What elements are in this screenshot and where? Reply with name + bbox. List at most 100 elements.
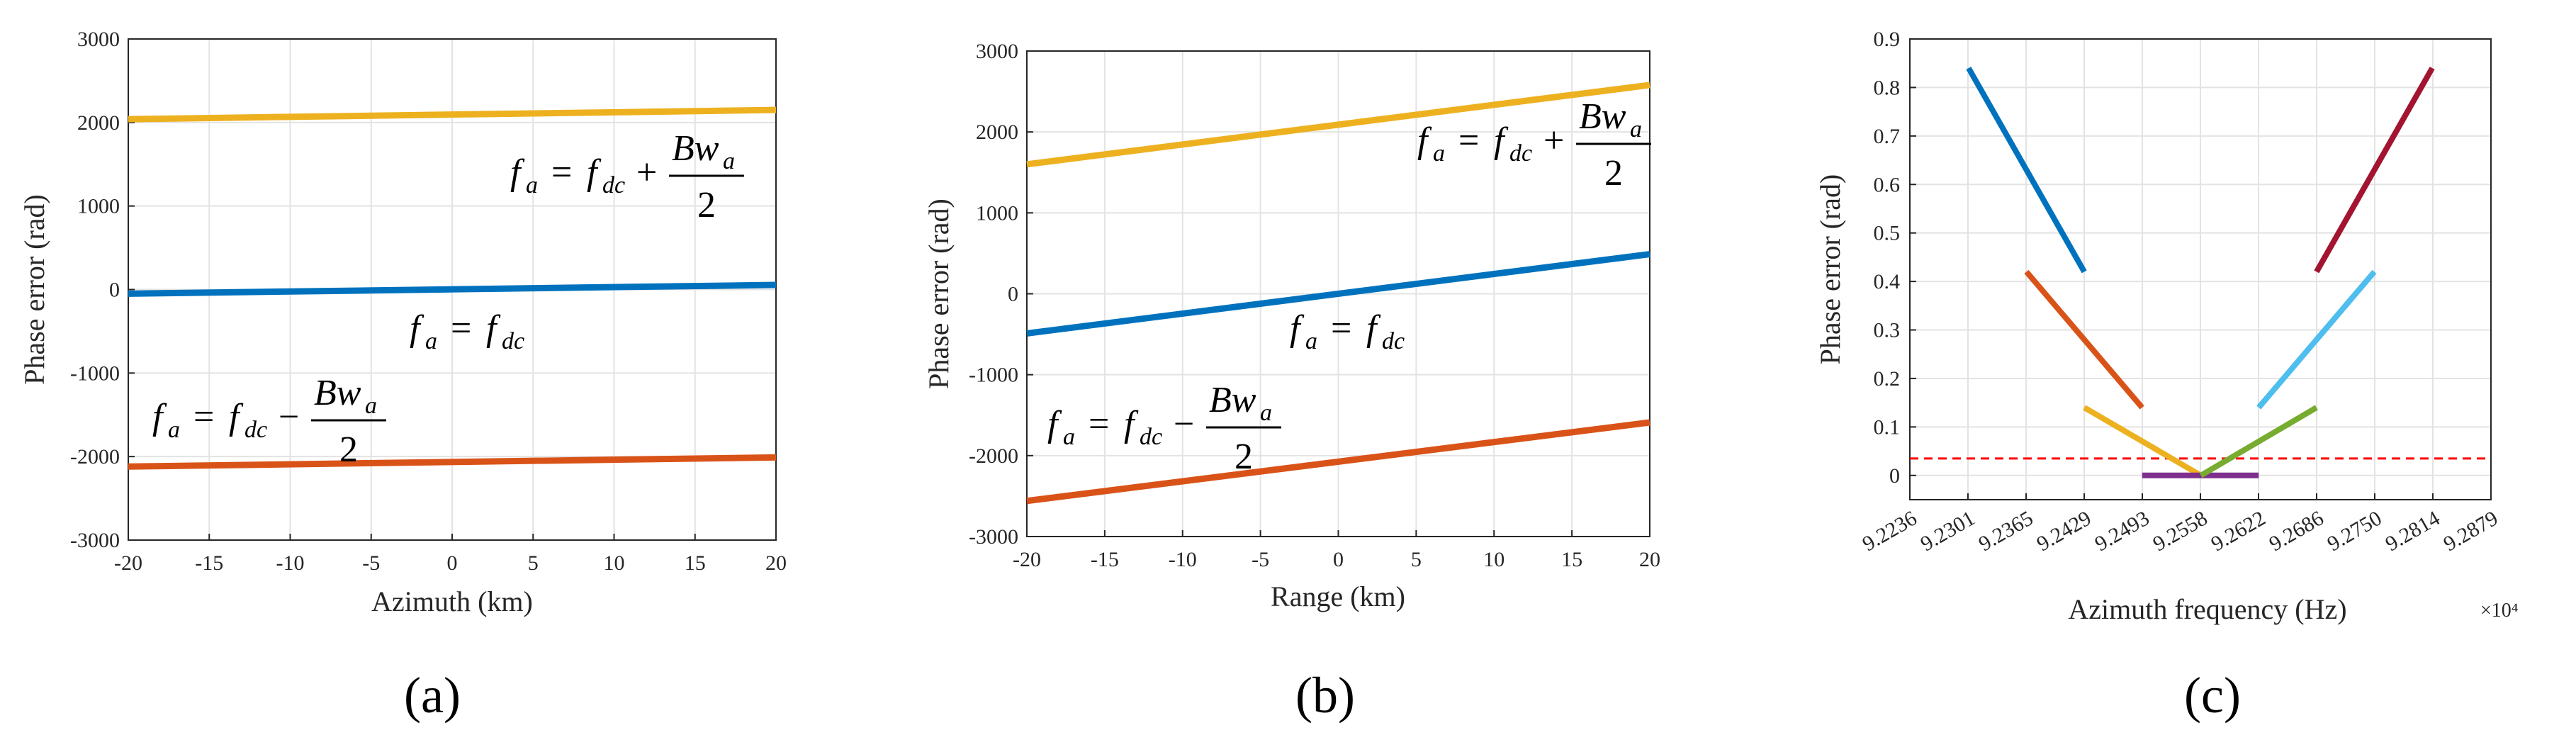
formula-numerator: Bw: [1209, 380, 1256, 420]
series-line-6: [2256, 269, 2377, 410]
formula-numerator: Bw: [672, 128, 719, 169]
y-tick-label: -3000: [969, 525, 1018, 549]
formula-f: f: [510, 152, 525, 193]
formula-sub-a: a: [1433, 140, 1445, 167]
x-tick-label: 9.2301: [1917, 506, 1979, 556]
panel-c: 9.22369.23019.23659.24299.24939.25589.26…: [1814, 28, 2519, 724]
formula-f: f: [587, 152, 602, 193]
formula-equals: =: [551, 152, 572, 193]
x-tick-label: 15: [685, 551, 706, 575]
formula-sub-a: a: [723, 148, 735, 174]
x-tick-label: 9.2558: [2149, 506, 2212, 556]
y-tick-label: 0.4: [1874, 270, 1901, 293]
x-tick-label: 5: [1411, 548, 1422, 571]
y-tick-label: 0.9: [1874, 28, 1901, 51]
formula-annotation: f a = f dc +Bw a2: [510, 128, 744, 225]
x-tick-label: -20: [114, 551, 142, 575]
series-line-2: [128, 281, 777, 297]
formula-equals: =: [1458, 120, 1479, 161]
series-line-1: [1026, 82, 1650, 168]
y-tick-label: 0.3: [1874, 319, 1901, 342]
formula-sub-dc: dc: [502, 328, 524, 354]
y-axis-label: Phase error (rad): [18, 194, 50, 385]
formula-numerator: Bw: [314, 373, 361, 413]
formula-sub-a: a: [1260, 400, 1272, 426]
formula-annotation: f a = f dc −Bw a2: [152, 373, 386, 470]
x-tick-label: 15: [1561, 548, 1582, 571]
x-tick-label: 9.2750: [2324, 506, 2386, 556]
x-tick-label: 9.2429: [2033, 506, 2096, 556]
x-tick-label: -15: [1091, 548, 1119, 571]
formula-equals: =: [193, 397, 214, 437]
x-tick-label: 10: [604, 551, 625, 575]
y-tick-label: 0.1: [1874, 415, 1901, 439]
formula-sub-a: a: [425, 328, 437, 354]
formula-sub-a: a: [1063, 424, 1075, 450]
formula-sign: −: [1174, 404, 1194, 444]
x-tick-label: -5: [362, 551, 380, 575]
y-tick-label: 0.7: [1874, 125, 1901, 148]
y-tick-label: 3000: [976, 40, 1018, 63]
x-tick-label: -15: [195, 551, 223, 575]
y-tick-label: 0: [1008, 283, 1018, 306]
series-line-3: [128, 454, 777, 470]
formula-sub-a: a: [526, 172, 538, 198]
x-tick-label: 10: [1483, 548, 1504, 571]
x-tick-label: -5: [1252, 548, 1269, 571]
x-tick-label: 9.2814: [2382, 506, 2444, 556]
formula-sub-dc: dc: [1140, 424, 1162, 450]
formula-f: f: [152, 397, 167, 437]
formula-f: f: [1417, 120, 1432, 161]
x-tick-label: 20: [1639, 548, 1660, 571]
y-axis-label: Phase error (rad): [1814, 174, 1846, 365]
formula-annotation: f a = f dc: [1290, 308, 1405, 354]
x-axis-multiplier: ×10⁴: [2480, 600, 2519, 622]
y-tick-label: -1000: [969, 364, 1018, 387]
formula-sign: +: [1543, 120, 1564, 161]
formula-sub-a: a: [365, 393, 377, 419]
series-line-2: [2024, 269, 2144, 410]
formula-sub-dc: dc: [1382, 328, 1405, 354]
series-line-3: [1026, 419, 1650, 505]
formula-sign: −: [279, 397, 299, 437]
formula-f: f: [229, 397, 244, 437]
y-tick-label: -2000: [70, 445, 120, 468]
y-axis-label: Phase error (rad): [923, 198, 955, 389]
formula-sub-a: a: [168, 417, 180, 443]
y-tick-label: 0.5: [1874, 222, 1901, 245]
formula-denominator: 2: [1604, 153, 1623, 193]
y-tick-label: 0: [1889, 464, 1900, 488]
y-tick-label: 2000: [77, 111, 120, 135]
panel-label: (c): [2184, 667, 2241, 724]
series-line-1: [1966, 67, 2087, 274]
panel-b: -20 -15 -10 -5 0 5 10 15 20 -3000 -2000 -1000 0 1000 2…: [923, 40, 1660, 724]
x-tick-label: 9.2879: [2440, 506, 2502, 556]
y-tick-label: 0.8: [1874, 76, 1901, 99]
x-tick-label: 20: [765, 551, 787, 575]
formula-sub-dc: dc: [602, 172, 625, 198]
panel-label: (a): [404, 667, 461, 724]
formula-f: f: [1124, 404, 1139, 444]
formula-equals: =: [451, 308, 471, 349]
x-tick-label: 5: [528, 551, 539, 575]
formula-sub-dc: dc: [1509, 140, 1532, 167]
y-tick-label: 3000: [77, 28, 120, 51]
y-tick-label: 0.6: [1874, 173, 1901, 196]
formula-equals: =: [1331, 308, 1351, 349]
formula-sub-dc: dc: [244, 417, 267, 443]
x-tick-label: 9.2686: [2266, 506, 2328, 556]
formula-numerator: Bw: [1579, 96, 1626, 137]
x-tick-label: -10: [276, 551, 305, 575]
formula-denominator: 2: [1234, 437, 1253, 477]
formula-denominator: 2: [339, 430, 358, 470]
series-line-2: [1026, 251, 1650, 337]
panel-label: (b): [1295, 667, 1355, 724]
y-tick-label: -2000: [969, 444, 1018, 468]
x-axis-label: Range (km): [1271, 580, 1405, 612]
y-tick-label: 1000: [77, 195, 120, 218]
y-tick-label: 0: [109, 279, 120, 302]
formula-equals: =: [1089, 404, 1109, 444]
y-tick-label: 0.2: [1874, 367, 1901, 391]
formula-f: f: [1047, 404, 1062, 444]
